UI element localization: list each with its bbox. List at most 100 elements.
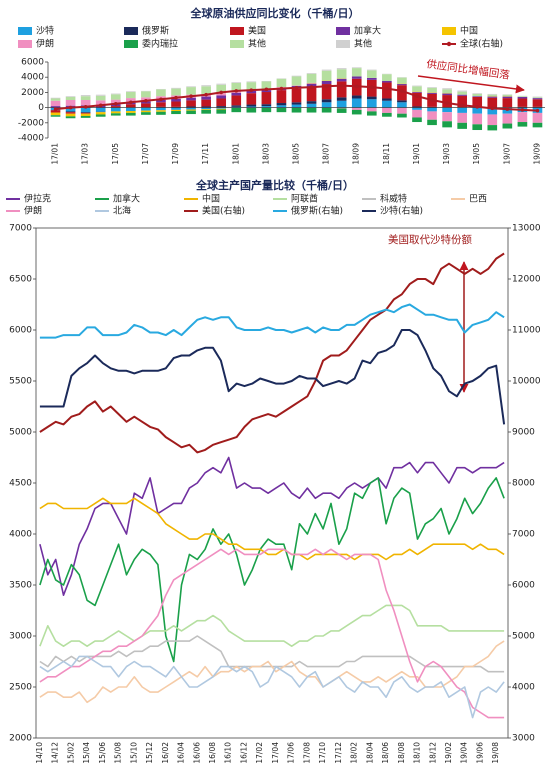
line-marker: [279, 86, 284, 91]
bar-segment: [276, 103, 287, 106]
line-marker: [460, 103, 464, 108]
bar-segment: [276, 90, 287, 104]
line-marker: [83, 105, 88, 109]
bar-segment: [412, 92, 422, 93]
y-tick-label: 2500: [9, 683, 32, 693]
bar-segment: [427, 111, 437, 120]
x-tick-label: 16/10: [224, 742, 233, 764]
y2-tick-label: 11000: [512, 326, 541, 336]
legend-swatch: [124, 27, 138, 35]
x-tick-label: 19/05: [472, 143, 481, 165]
bar-segment: [156, 100, 166, 103]
bar-segment: [457, 107, 467, 113]
legend-swatch: [442, 27, 456, 35]
legend-swatch: [18, 27, 32, 35]
bar-segment: [201, 109, 211, 114]
x-tick-label: 18/09: [352, 143, 361, 165]
bar-segment: [412, 117, 422, 123]
bar-segment: [80, 113, 91, 116]
legend-label: 俄罗斯: [142, 25, 169, 37]
bar-segment: [397, 102, 407, 108]
line-marker: [430, 98, 434, 102]
legend-swatch: [18, 40, 32, 48]
bar-segment: [321, 84, 332, 100]
bar-segment: [487, 96, 498, 98]
bar-segment: [442, 121, 452, 128]
bar-segment: [351, 107, 362, 110]
bar-segment: [502, 96, 513, 99]
y-tick-label: 2000: [9, 734, 32, 744]
bar-segment: [397, 85, 407, 101]
bar-segment: [532, 97, 543, 99]
bar-segment: [141, 110, 151, 113]
x-tick-label: 18/01: [231, 143, 240, 165]
bar-segment: [442, 112, 452, 122]
legend-marker: [446, 41, 452, 47]
x-tick-label: 17/12: [334, 742, 343, 764]
x-tick-label: 16/06: [192, 742, 201, 764]
bar-segment: [201, 109, 211, 110]
bar-segment: [65, 100, 76, 106]
bar-segment: [487, 114, 498, 126]
line-marker: [144, 98, 148, 103]
line-marker: [174, 95, 178, 100]
legend-label: 伊拉克: [24, 193, 51, 205]
annotation: 美国取代沙特份额: [388, 233, 472, 246]
bar-segment: [321, 81, 332, 85]
bar-segment: [50, 106, 61, 108]
bar-segment: [321, 70, 332, 81]
y-tick-label: 4000: [9, 530, 32, 540]
bar-segment: [171, 107, 181, 110]
bar-segment: [216, 109, 227, 114]
annotation-arrow: [417, 75, 525, 94]
line-series: [39, 604, 505, 647]
y-tick-label: 2000: [21, 88, 44, 98]
line-marker: [113, 102, 118, 106]
plot-frame: [35, 227, 509, 739]
line-series: [39, 477, 505, 663]
bar-segment: [95, 112, 106, 115]
bar-segment: [50, 97, 61, 99]
y-tick-label: -2000: [18, 118, 44, 128]
bar-segment: [532, 99, 543, 107]
line-marker: [520, 108, 525, 112]
bar-segment: [231, 92, 242, 96]
bar-segment: [141, 91, 151, 98]
bar-segment: [336, 108, 347, 113]
x-tick-label: 17/05: [111, 143, 120, 165]
bar-segment: [321, 99, 332, 103]
x-tick-label: 19/09: [532, 143, 541, 165]
x-tick-label: 16/04: [177, 742, 186, 764]
y-tick-label: 5000: [9, 428, 32, 438]
bar-segment: [487, 97, 498, 108]
bar-segment: [65, 107, 76, 112]
bar-segment: [261, 107, 272, 113]
bar-segment: [50, 115, 61, 117]
bar-segment: [412, 107, 422, 110]
bar-segment: [442, 88, 452, 90]
line-marker: [505, 107, 510, 111]
legend-label: 其他: [354, 38, 372, 50]
x-tick-label: 15/04: [82, 742, 91, 764]
bar-segment: [457, 91, 467, 95]
y-tick-label: 3000: [9, 632, 32, 642]
bar-segment: [50, 100, 61, 107]
bar-segment: [517, 96, 528, 99]
x-tick-label: 19/06: [475, 742, 484, 764]
bar-segment: [382, 81, 392, 83]
bar-segment: [397, 77, 407, 84]
line-marker: [354, 84, 359, 89]
bar-segment: [186, 110, 196, 115]
line-series: [39, 252, 505, 454]
legend-swatch: [230, 40, 244, 48]
y2-tick-label: 9000: [512, 428, 535, 438]
line-marker: [204, 92, 208, 97]
bar-segment: [216, 106, 227, 108]
bar-segment: [186, 100, 196, 107]
x-tick-label: 15/06: [98, 742, 107, 764]
legend-label: 加拿大: [113, 193, 140, 205]
line-marker: [264, 87, 269, 92]
x-tick-label: 17/11: [201, 143, 210, 165]
bar-segment: [126, 92, 136, 99]
